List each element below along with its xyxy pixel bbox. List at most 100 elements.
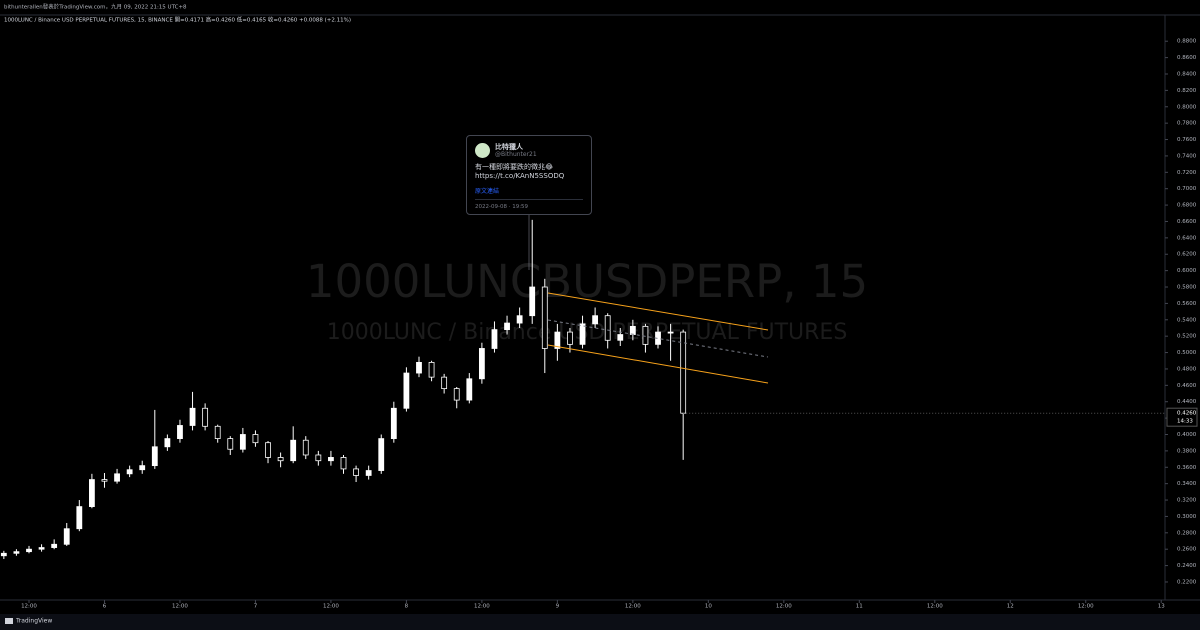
tweet-handle: @Bithunter21 (495, 151, 537, 158)
candle-body (428, 361, 435, 378)
candle-body (466, 378, 473, 401)
candle-body (63, 528, 70, 545)
candle-body (667, 331, 674, 334)
candle-body (680, 331, 687, 414)
y-tick-label: 0.6800 (1177, 203, 1197, 209)
candle-body (164, 438, 171, 448)
candle-body (629, 325, 636, 335)
tweet-avatar (475, 143, 490, 158)
x-tick-label: 12:00 (625, 604, 641, 610)
x-tick-label: 6 (103, 604, 107, 610)
y-tick-label: 0.8000 (1177, 104, 1197, 110)
y-tick-label: 0.8600 (1177, 55, 1197, 61)
candle-body (604, 315, 611, 341)
candle-body (365, 470, 372, 476)
y-tick-label: 0.6200 (1177, 252, 1197, 258)
y-tick-label: 0.3000 (1177, 514, 1197, 520)
y-tick-label: 0.2800 (1177, 530, 1197, 536)
candle-body (252, 434, 259, 444)
candle-body (214, 425, 221, 439)
candle-body (88, 479, 95, 507)
y-tick-label: 0.7600 (1177, 137, 1197, 143)
y-tick-label: 0.6400 (1177, 235, 1197, 241)
candle-body (416, 361, 422, 374)
channel-upper (547, 292, 769, 331)
tweet-card: 比特獵人 @Bithunter21 有一種即將要跌的徵兆😂 https://t.… (466, 135, 592, 215)
y-tick-label: 0.2600 (1177, 547, 1197, 553)
candle-body (567, 331, 573, 345)
candle-body (378, 438, 385, 471)
tweet-link[interactable]: 原文連結 (475, 188, 500, 195)
chart-title: 1000LUNC / Binance USD PERPETUAL FUTURES… (4, 16, 351, 24)
y-tick-label: 0.3600 (1177, 465, 1197, 471)
candle-body (101, 479, 108, 482)
x-tick-label: 8 (405, 604, 409, 610)
brand: TradingView (15, 618, 52, 625)
y-tick-label: 0.2400 (1177, 563, 1197, 569)
x-tick-label: 12:00 (323, 604, 339, 610)
candle-body (126, 469, 133, 475)
y-tick-label: 0.3400 (1177, 481, 1197, 487)
x-tick-label: 11 (856, 604, 863, 610)
candle-body (592, 315, 599, 325)
candle-body (642, 325, 649, 345)
y-tick-label: 0.3200 (1177, 498, 1197, 504)
candle-body (340, 457, 347, 470)
x-tick-label: 12:00 (927, 604, 943, 610)
y-tick-label: 0.3800 (1177, 448, 1197, 454)
y-tick-label: 0.4800 (1177, 366, 1197, 372)
y-tick-label: 0.8200 (1177, 88, 1197, 94)
candle-body (51, 543, 58, 548)
candle-body (328, 457, 334, 462)
candle-body (516, 315, 523, 324)
y-tick-label: 0.7400 (1177, 153, 1197, 159)
y-tick-label: 0.7200 (1177, 170, 1197, 176)
countdown: 14:33 (1177, 419, 1193, 425)
candle-body (76, 506, 83, 530)
x-tick-label: 12 (1007, 604, 1014, 610)
brand-logo (5, 618, 13, 624)
y-tick-label: 0.4400 (1177, 399, 1197, 405)
y-tick-label: 0.2200 (1177, 579, 1197, 585)
candle-body (0, 552, 7, 557)
candle-body (26, 548, 32, 553)
candle-body (617, 334, 624, 341)
candle-body (554, 331, 561, 349)
candle-body (390, 407, 397, 439)
candle-body (504, 322, 510, 331)
candle-body (579, 323, 586, 345)
y-tick-label: 0.8400 (1177, 71, 1197, 77)
y-tick-label: 0.4000 (1177, 432, 1197, 438)
x-tick-label: 12:00 (1078, 604, 1094, 610)
candle-body (13, 551, 20, 554)
x-tick-label: 13 (1158, 604, 1165, 610)
y-tick-label: 0.4600 (1177, 383, 1197, 389)
y-tick-label: 0.5200 (1177, 334, 1197, 340)
candle-body (529, 286, 536, 317)
candle-body (189, 407, 196, 426)
x-tick-label: 12:00 (776, 604, 792, 610)
candle-body (478, 348, 485, 380)
candle-body (491, 329, 498, 349)
x-tick-label: 7 (254, 604, 258, 610)
tweet-time: 2022-09-08 · 19:59 (475, 204, 529, 210)
candle-body (202, 407, 209, 427)
candle-body (302, 439, 309, 456)
tweet-name: 比特獵人 (495, 143, 523, 151)
candle-body (277, 457, 284, 462)
candle-body (139, 465, 146, 471)
candle-body (177, 425, 183, 439)
tweet-separator (475, 199, 583, 200)
y-tick-label: 0.5000 (1177, 350, 1197, 356)
x-tick-label: 12:00 (474, 604, 490, 610)
footer-bar (0, 614, 1200, 630)
tweet-text: 有一種即將要跌的徵兆😂 https://t.co/KAnN5SSODQ (475, 163, 565, 180)
y-tick-label: 0.5600 (1177, 301, 1197, 307)
candle-body (403, 372, 410, 409)
y-tick-label: 0.6600 (1177, 219, 1197, 225)
candle-body (315, 454, 322, 462)
x-tick-label: 9 (556, 604, 560, 610)
